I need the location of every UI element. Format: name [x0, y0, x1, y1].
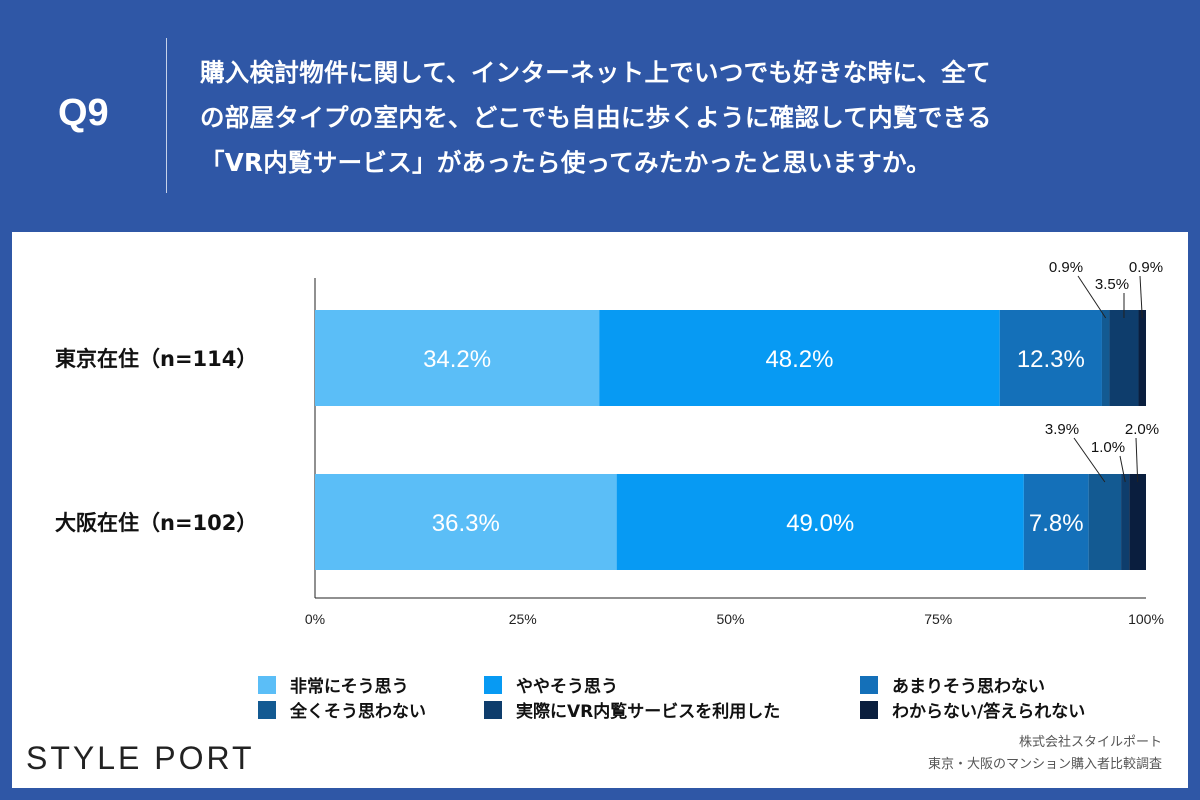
- bar-segment: [315, 474, 617, 570]
- legend-item: わからない/答えられない: [860, 697, 1085, 722]
- category-label: 大阪在住（n=102）: [55, 511, 257, 535]
- data-label: 48.2%: [765, 346, 833, 373]
- legend-label: わからない/答えられない: [892, 702, 1086, 722]
- legend-swatch: [258, 675, 276, 694]
- legend-swatch: [860, 675, 878, 694]
- question-line: の部屋タイプの室内を、どこでも自由に歩くように確認して内覧できる: [200, 103, 992, 132]
- bar-segment: [315, 310, 600, 406]
- question-text: 購入検討物件に関して、インターネット上でいつでも好きな時に、全て の部屋タイプの…: [200, 50, 1160, 185]
- source-survey: 東京・大阪のマンション購入者比較調査: [927, 757, 1162, 772]
- bar-segment: [1109, 310, 1139, 406]
- data-label: 49.0%: [786, 510, 854, 537]
- legend-label: 非常にそう思う: [290, 677, 409, 697]
- style-port-logo: STYLE PORT: [26, 740, 255, 777]
- callout-label: 0.9%: [1129, 259, 1163, 276]
- legend-swatch: [484, 675, 502, 694]
- data-label: 34.2%: [423, 346, 491, 373]
- legend-swatch: [484, 700, 502, 719]
- callout-line: [1139, 275, 1143, 319]
- callout-label: 0.9%: [1049, 259, 1083, 276]
- x-tick-label: 100%: [1128, 611, 1164, 627]
- legend-item: ややそう思う: [484, 672, 618, 697]
- legend-label: あまりそう思わない: [892, 677, 1045, 697]
- callout-label: 3.5%: [1095, 276, 1129, 293]
- bar-segment: [1023, 474, 1089, 570]
- bar-segment: [999, 310, 1102, 406]
- question-line: 「VR内覧サービス」があったら使ってみたかったと思いますか。: [200, 148, 932, 177]
- data-label: 36.3%: [432, 510, 500, 537]
- question-header: Q9 購入検討物件に関して、インターネット上でいつでも好きな時に、全て の部屋タ…: [0, 0, 1200, 230]
- legend-swatch: [258, 700, 276, 719]
- source-company: 株式会社スタイルポート: [1018, 735, 1162, 750]
- bar-segment: [1138, 310, 1146, 406]
- callout-line: [1073, 437, 1106, 483]
- legend-swatch: [860, 700, 878, 719]
- callout-label: 3.9%: [1045, 421, 1079, 438]
- question-number: Q9: [58, 92, 109, 134]
- bar-segment: [1088, 474, 1122, 570]
- callout-label: 1.0%: [1091, 439, 1125, 456]
- x-tick-label: 75%: [924, 611, 952, 627]
- legend-item: あまりそう思わない: [860, 672, 1045, 697]
- x-tick-label: 50%: [716, 611, 744, 627]
- callout-line: [1119, 455, 1126, 483]
- data-label: 12.3%: [1017, 346, 1085, 373]
- legend-label: 全くそう思わない: [290, 702, 426, 722]
- callout-line: [1135, 437, 1139, 483]
- header-divider: [166, 38, 167, 193]
- bar-segment: [1101, 310, 1110, 406]
- bar-segment: [1129, 474, 1146, 570]
- logo-text: STYLE PORT: [26, 740, 255, 776]
- legend-item: 非常にそう思う: [258, 672, 409, 697]
- data-label: 7.8%: [1029, 510, 1084, 537]
- category-label: 東京在住（n=114）: [55, 347, 257, 371]
- legend-item: 全くそう思わない: [258, 697, 426, 722]
- bar-segment: [599, 310, 1000, 406]
- legend-item: 実際にVR内覧サービスを利用した: [484, 697, 780, 722]
- bar-segment: [1121, 474, 1130, 570]
- question-line: 購入検討物件に関して、インターネット上でいつでも好きな時に、全て: [200, 58, 991, 87]
- source-note: 株式会社スタイルポート 東京・大阪のマンション購入者比較調査: [928, 732, 1162, 776]
- callout-line: [1077, 275, 1107, 319]
- x-tick-label: 0%: [305, 611, 325, 627]
- legend-label: 実際にVR内覧サービスを利用した: [516, 702, 781, 722]
- callout-label: 2.0%: [1125, 421, 1159, 438]
- bar-segment: [616, 474, 1024, 570]
- legend-label: ややそう思う: [516, 677, 618, 697]
- x-tick-label: 25%: [509, 611, 537, 627]
